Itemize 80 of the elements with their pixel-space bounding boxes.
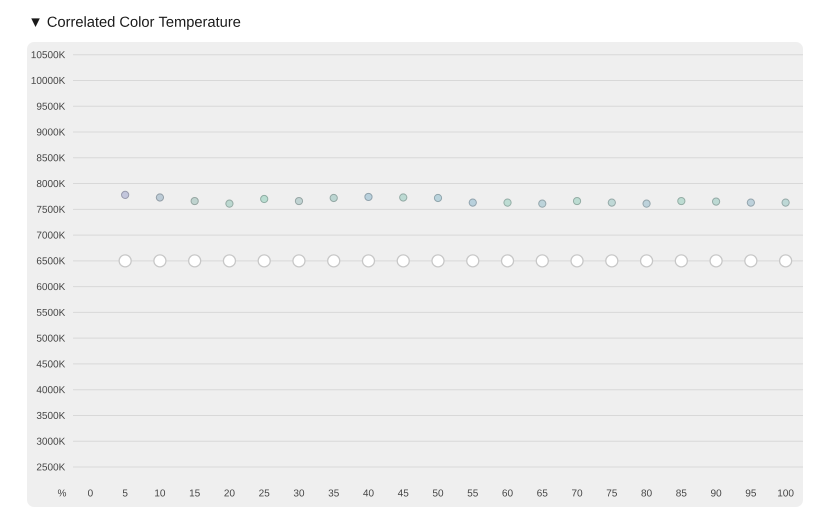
point [466, 254, 480, 268]
point [503, 198, 512, 207]
point [396, 254, 410, 268]
point [190, 196, 199, 206]
x-tick-label: 70 [572, 489, 582, 497]
y-tick-label: 3000K [36, 438, 66, 445]
point [538, 200, 546, 208]
y-tick-label: 8000K [36, 180, 66, 188]
y-tick-label: 5500K [36, 308, 66, 316]
point [330, 194, 338, 202]
point [746, 198, 755, 207]
x-tick-label: 10 [155, 489, 166, 497]
point [468, 198, 477, 207]
y-tick-label: 9500K [36, 102, 66, 110]
y-tick-label: 6000K [36, 283, 66, 290]
x-tick-label: 40 [363, 489, 374, 497]
y-tick-label: 10500K [32, 51, 66, 58]
x-tick-label: 30 [294, 489, 304, 497]
x-tick-label: 45 [398, 490, 408, 496]
point [260, 194, 268, 204]
point [642, 200, 651, 208]
y-tick-label: 10000K [32, 76, 66, 84]
y-tick-label: 7500K [36, 206, 66, 213]
x-tick-label: 90 [710, 489, 722, 497]
y-tick-label: 6500K [36, 257, 66, 264]
x-tick-label: 95 [746, 489, 756, 497]
point [327, 254, 340, 268]
x-axis-title: % [58, 489, 66, 496]
point [121, 190, 130, 199]
point [294, 196, 304, 206]
x-tick-label: 20 [224, 489, 235, 497]
point [744, 254, 758, 268]
point [778, 254, 792, 268]
point [188, 254, 202, 268]
point [225, 200, 234, 208]
point [500, 254, 514, 268]
x-tick-label: 100 [778, 489, 794, 497]
y-tick-label: 9000K [36, 128, 66, 136]
point [292, 254, 306, 268]
x-tick-label: 60 [502, 489, 513, 497]
x-tick-label: 15 [190, 490, 200, 496]
point [640, 254, 654, 268]
y-tick-label: 2500K [36, 463, 66, 471]
x-tick-label: 5 [122, 490, 128, 496]
point [364, 192, 373, 202]
point [709, 254, 723, 268]
x-tick-label: 25 [259, 489, 270, 497]
y-tick-label: 4500K [36, 360, 66, 368]
y-tick-label: 5000K [36, 334, 66, 342]
x-tick-label: 65 [537, 489, 548, 497]
point [674, 254, 688, 268]
point [222, 254, 236, 268]
y-tick-label: 8500K [36, 154, 66, 162]
point [782, 198, 790, 207]
y-tick-label: 4000K [36, 386, 66, 394]
point [712, 197, 720, 206]
chart-title: ▼ Correlated Color Temperature [31, 16, 240, 30]
y-tick-label: 3500K [36, 412, 66, 420]
x-tick-label: 0 [88, 489, 93, 497]
point [570, 254, 584, 268]
point [536, 254, 549, 268]
point [572, 196, 582, 206]
point [153, 254, 167, 268]
x-tick-label: 75 [606, 490, 617, 496]
point [118, 254, 132, 268]
x-tick-label: 50 [432, 489, 444, 497]
point [677, 196, 686, 206]
point [608, 198, 616, 207]
point [434, 194, 442, 202]
point [431, 254, 445, 268]
point [399, 193, 408, 202]
point [258, 254, 271, 268]
y-tick-label: 7000K [36, 232, 66, 239]
x-tick-label: 80 [641, 489, 652, 497]
point [605, 254, 618, 268]
x-tick-label: 55 [468, 490, 478, 496]
x-tick-label: 35 [328, 489, 339, 497]
point [362, 254, 376, 268]
point [156, 193, 164, 202]
x-tick-label: 85 [676, 489, 686, 497]
